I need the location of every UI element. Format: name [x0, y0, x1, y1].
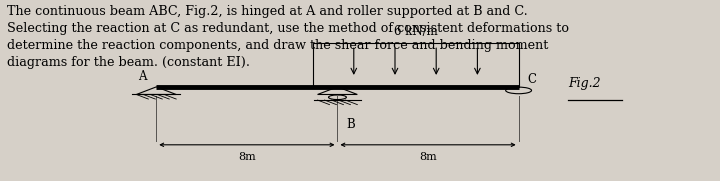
Text: B: B [346, 118, 355, 131]
Text: A: A [138, 70, 147, 83]
Text: 6 kN/m: 6 kN/m [394, 25, 438, 38]
Text: Fig.2: Fig.2 [568, 77, 601, 90]
Text: 8m: 8m [419, 152, 437, 162]
Text: 8m: 8m [238, 152, 256, 162]
Text: C: C [527, 73, 536, 86]
Text: The continuous beam ABC, Fig.2, is hinged at A and roller supported at B and C.
: The continuous beam ABC, Fig.2, is hinge… [7, 5, 569, 70]
